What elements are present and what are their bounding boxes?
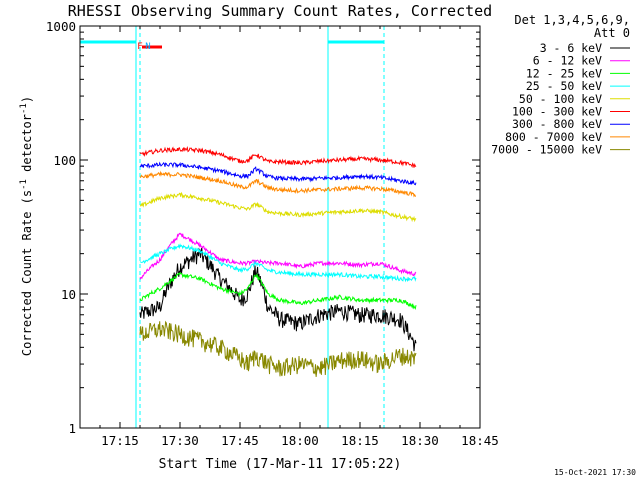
legend-label-7: 300 - 800 keV <box>512 117 602 131</box>
series-line-5 <box>139 191 417 223</box>
legend-label-3: 12 - 25 keV <box>526 66 602 80</box>
series-line-4 <box>139 243 417 283</box>
series-line-8 <box>139 170 417 198</box>
legend-label-4: 25 - 50 keV <box>526 79 602 93</box>
y-axis-label-main: Corrected Count Rate (s <box>20 190 34 356</box>
legend-label-2: 6 - 12 keV <box>533 54 602 68</box>
series-line-2 <box>139 232 417 280</box>
legend-label-1: 3 - 6 keV <box>540 41 602 55</box>
x-tick-label: 18:00 <box>281 433 319 448</box>
y-axis-label-end: ) <box>20 96 34 103</box>
series-line-9 <box>139 320 417 377</box>
y-axis-label-sup1: -1 <box>19 179 29 190</box>
flag-label: F <box>137 42 142 52</box>
series-line-7 <box>139 161 417 186</box>
legend-label-8: 800 - 7000 keV <box>505 130 602 144</box>
series-line-1 <box>139 247 417 352</box>
footer-timestamp: 15-Oct-2021 17:30 <box>554 468 636 477</box>
y-tick-label: 100 <box>53 153 76 168</box>
y-tick-label: 10 <box>61 287 76 302</box>
flag-label: N <box>145 42 150 52</box>
x-tick-label: 18:30 <box>401 433 439 448</box>
y-axis-label-mid: detector <box>20 114 34 179</box>
axes: 17:15 17:30 17:45 18:00 18:15 18:30 18:45 1 10 10… <box>46 19 499 448</box>
legend-header-line-2: Att 0 <box>594 26 630 40</box>
legend-header-line-1: Det 1,3,4,5,6,9, <box>514 13 630 27</box>
series-line-6 <box>139 146 417 169</box>
y-tick-label: 1000 <box>46 19 76 34</box>
legend-label-9: 7000 - 15000 keV <box>491 143 602 157</box>
series-line-3 <box>139 271 417 310</box>
y-axis-label: Corrected Count Rate (s-1 detector-1) <box>19 96 34 356</box>
x-tick-label: 17:45 <box>221 433 259 448</box>
chart-title: RHESSI Observing Summary Count Rates, Co… <box>68 2 492 20</box>
x-tick-label: 18:45 <box>461 433 499 448</box>
x-axis-label: Start Time (17-Mar-11 17:05:22) <box>159 457 402 472</box>
x-tick-label: 17:30 <box>161 433 199 448</box>
y-tick-label: 1 <box>68 421 76 436</box>
x-tick-label: 18:15 <box>341 433 379 448</box>
legend-label-5: 50 - 100 keV <box>519 92 602 106</box>
y-axis-label-sup2: -1 <box>19 103 29 114</box>
legend-label-6: 100 - 300 keV <box>512 105 602 119</box>
x-tick-label: 17:15 <box>101 433 139 448</box>
